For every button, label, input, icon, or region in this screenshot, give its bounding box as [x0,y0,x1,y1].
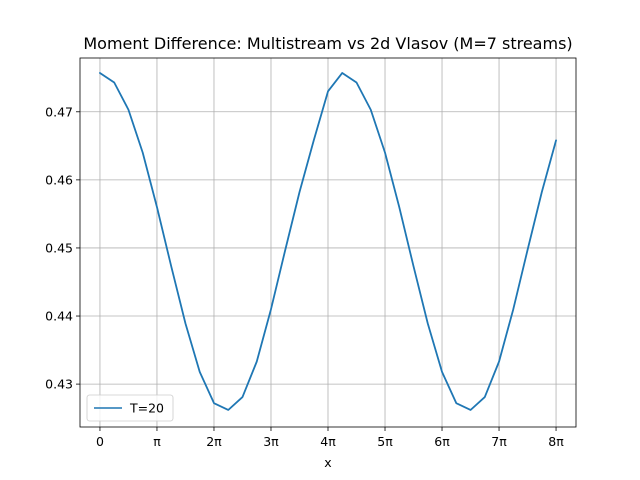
x-axis-label: x [324,455,331,470]
x-axis: 0 π 2π 3π 4π 5π 6π 7π 8π [96,427,564,449]
series-layer [99,72,557,411]
x-tick-label: π [153,434,161,449]
x-tick-label: 0 [96,434,104,449]
grid [80,58,576,427]
x-tick-label: 2π [206,434,222,449]
x-tick-label: 6π [434,434,450,449]
chart-title: Moment Difference: Multistream vs 2d Vla… [83,34,572,53]
legend-label-t20: T=20 [129,401,164,416]
y-tick-label: 0.44 [45,309,73,324]
y-tick-label: 0.47 [45,104,73,119]
series-line-t20 [99,72,557,411]
x-tick-label: 8π [548,434,564,449]
y-tick-label: 0.43 [45,377,73,392]
y-tick-label: 0.46 [45,172,73,187]
x-tick-label: 7π [491,434,507,449]
x-tick-label: 3π [263,434,279,449]
y-tick-label: 0.45 [45,240,73,255]
x-tick-label: 5π [377,434,393,449]
x-tick-label: 4π [320,434,336,449]
legend: T=20 [86,394,174,422]
legend-box [86,394,174,422]
y-axis: 0.43 0.44 0.45 0.46 0.47 [45,104,80,392]
